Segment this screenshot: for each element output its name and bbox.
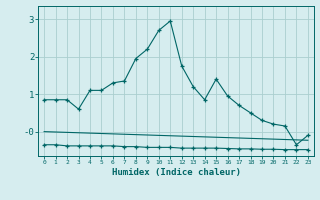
X-axis label: Humidex (Indice chaleur): Humidex (Indice chaleur) — [111, 168, 241, 177]
